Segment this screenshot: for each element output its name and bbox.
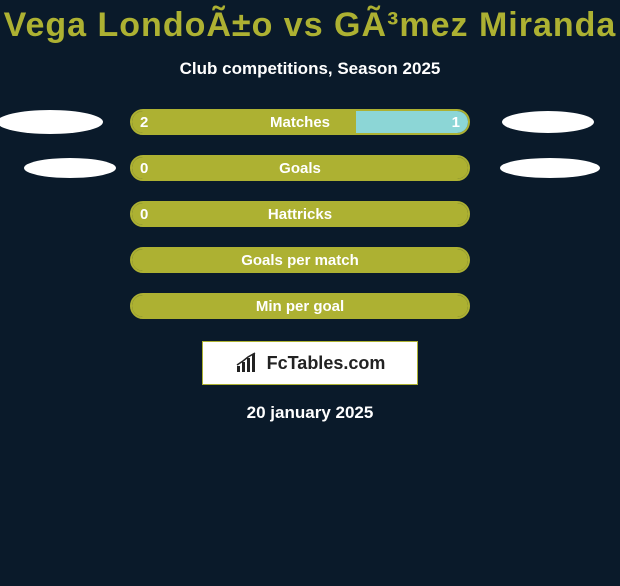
stat-row: Matches2 1 [0, 109, 620, 135]
left-badge [0, 158, 120, 178]
stat-bar: Goals0 [130, 155, 470, 181]
team-badge-icon [502, 111, 594, 133]
stat-label: Hattricks [130, 201, 470, 227]
stat-row: Goals per match [0, 247, 620, 273]
brand-box[interactable]: FcTables.com [202, 341, 418, 385]
team-badge-icon [0, 110, 103, 134]
stat-bar: Min per goal [130, 293, 470, 319]
page-subtitle: Club competitions, Season 2025 [0, 59, 620, 79]
stat-label: Goals per match [130, 247, 470, 273]
left-badge [0, 110, 120, 134]
stat-label: Matches [130, 109, 470, 135]
stat-value-left: 2 [140, 109, 148, 135]
stat-value-left: 0 [140, 201, 148, 227]
bar-chart-icon [235, 352, 261, 374]
stat-row: Goals0 [0, 155, 620, 181]
stat-row: Min per goal [0, 293, 620, 319]
team-badge-icon [24, 158, 116, 178]
page-title: Vega LondoÃ±o vs GÃ³mez Miranda [0, 6, 620, 45]
stat-bar: Hattricks0 [130, 201, 470, 227]
stat-label: Goals [130, 155, 470, 181]
footer-date: 20 january 2025 [0, 403, 620, 423]
right-badge [480, 158, 600, 178]
stat-label: Min per goal [130, 293, 470, 319]
stat-value-right: 1 [452, 109, 460, 135]
stats-container: Matches21Goals0Hattricks0Goals per match… [0, 109, 620, 319]
team-badge-icon [500, 158, 600, 178]
stat-value-left: 0 [140, 155, 148, 181]
stat-bar: Matches2 1 [130, 109, 470, 135]
stat-bar: Goals per match [130, 247, 470, 273]
right-badge [480, 111, 600, 133]
brand-text: FcTables.com [267, 353, 386, 374]
stat-row: Hattricks0 [0, 201, 620, 227]
